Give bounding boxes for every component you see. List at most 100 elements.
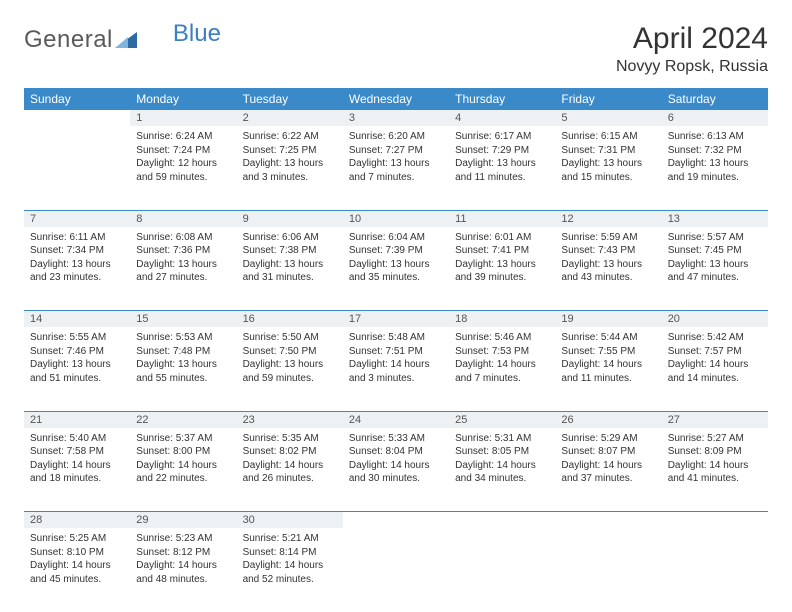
day-number: 16: [237, 311, 343, 327]
sunset-line: Sunset: 7:39 PM: [349, 244, 443, 258]
day-number: 17: [343, 311, 449, 327]
sunset-line: Sunset: 7:27 PM: [349, 144, 443, 158]
day-number: 30: [237, 512, 343, 528]
day-cell: Sunrise: 5:27 AMSunset: 8:09 PMDaylight:…: [662, 428, 768, 512]
day-cell: Sunrise: 6:13 AMSunset: 7:32 PMDaylight:…: [662, 126, 768, 210]
daynum-cell: 10: [343, 210, 449, 227]
day-content: Sunrise: 5:35 AMSunset: 8:02 PMDaylight:…: [237, 428, 343, 496]
day-number: 18: [449, 311, 555, 327]
sunrise-line: Sunrise: 5:55 AM: [30, 331, 124, 345]
sunrise-line: Sunrise: 6:15 AM: [561, 130, 655, 144]
daylight-line: Daylight: 13 hours and 3 minutes.: [243, 157, 337, 184]
daynum-cell: 27: [662, 411, 768, 428]
day-cell: [24, 126, 130, 210]
day-number: 11: [449, 211, 555, 227]
daylight-line: Daylight: 14 hours and 22 minutes.: [136, 459, 230, 486]
day-number: 26: [555, 412, 661, 428]
day-number: [555, 512, 661, 528]
day-number: 20: [662, 311, 768, 327]
daylight-line: Daylight: 13 hours and 59 minutes.: [243, 358, 337, 385]
day-number: [449, 512, 555, 528]
day-cell: [449, 528, 555, 612]
daynum-cell: 28: [24, 512, 130, 529]
day-number: 19: [555, 311, 661, 327]
sunset-line: Sunset: 7:31 PM: [561, 144, 655, 158]
day-number: [662, 512, 768, 528]
sunset-line: Sunset: 7:32 PM: [668, 144, 762, 158]
daynum-cell: 12: [555, 210, 661, 227]
day-cell: Sunrise: 6:22 AMSunset: 7:25 PMDaylight:…: [237, 126, 343, 210]
day-content: Sunrise: 5:59 AMSunset: 7:43 PMDaylight:…: [555, 227, 661, 295]
daylight-line: Daylight: 13 hours and 43 minutes.: [561, 258, 655, 285]
day-cell: Sunrise: 5:44 AMSunset: 7:55 PMDaylight:…: [555, 327, 661, 411]
daylight-line: Daylight: 13 hours and 51 minutes.: [30, 358, 124, 385]
daynum-cell: 2: [237, 110, 343, 126]
day-number: 13: [662, 211, 768, 227]
day-content: Sunrise: 6:20 AMSunset: 7:27 PMDaylight:…: [343, 126, 449, 194]
day-cell: Sunrise: 6:24 AMSunset: 7:24 PMDaylight:…: [130, 126, 236, 210]
day-number: 10: [343, 211, 449, 227]
location: Novyy Ropsk, Russia: [616, 58, 768, 76]
sunset-line: Sunset: 7:57 PM: [668, 345, 762, 359]
week-row: Sunrise: 5:55 AMSunset: 7:46 PMDaylight:…: [24, 327, 768, 411]
day-number: 28: [24, 512, 130, 528]
day-cell: Sunrise: 5:46 AMSunset: 7:53 PMDaylight:…: [449, 327, 555, 411]
weekday-header: Monday: [130, 88, 236, 110]
daylight-line: Daylight: 14 hours and 26 minutes.: [243, 459, 337, 486]
daynum-cell: 5: [555, 110, 661, 126]
logo: General Blue: [24, 22, 185, 54]
day-content: Sunrise: 5:31 AMSunset: 8:05 PMDaylight:…: [449, 428, 555, 496]
sunrise-line: Sunrise: 5:42 AM: [668, 331, 762, 345]
day-cell: [662, 528, 768, 612]
sunrise-line: Sunrise: 6:24 AM: [136, 130, 230, 144]
sunrise-line: Sunrise: 5:35 AM: [243, 432, 337, 446]
daynum-cell: [24, 110, 130, 126]
day-content: Sunrise: 5:46 AMSunset: 7:53 PMDaylight:…: [449, 327, 555, 395]
day-number: 29: [130, 512, 236, 528]
sunrise-line: Sunrise: 6:22 AM: [243, 130, 337, 144]
day-cell: Sunrise: 5:21 AMSunset: 8:14 PMDaylight:…: [237, 528, 343, 612]
day-content: Sunrise: 6:24 AMSunset: 7:24 PMDaylight:…: [130, 126, 236, 194]
day-number: [24, 110, 130, 126]
day-content: Sunrise: 5:25 AMSunset: 8:10 PMDaylight:…: [24, 528, 130, 596]
sunrise-line: Sunrise: 5:50 AM: [243, 331, 337, 345]
day-content: Sunrise: 6:04 AMSunset: 7:39 PMDaylight:…: [343, 227, 449, 295]
weekday-header-row: SundayMondayTuesdayWednesdayThursdayFrid…: [24, 88, 768, 110]
daylight-line: Daylight: 14 hours and 11 minutes.: [561, 358, 655, 385]
daynum-cell: 21: [24, 411, 130, 428]
daylight-line: Daylight: 14 hours and 18 minutes.: [30, 459, 124, 486]
header: General Blue April 2024 Novyy Ropsk, Rus…: [24, 22, 768, 76]
day-number: 23: [237, 412, 343, 428]
day-number: 3: [343, 110, 449, 126]
day-cell: Sunrise: 5:37 AMSunset: 8:00 PMDaylight:…: [130, 428, 236, 512]
daynum-cell: 22: [130, 411, 236, 428]
day-number: 6: [662, 110, 768, 126]
daynum-cell: 1: [130, 110, 236, 126]
sunset-line: Sunset: 7:38 PM: [243, 244, 337, 258]
week-row: Sunrise: 5:25 AMSunset: 8:10 PMDaylight:…: [24, 528, 768, 612]
daylight-line: Daylight: 14 hours and 30 minutes.: [349, 459, 443, 486]
daylight-line: Daylight: 13 hours and 27 minutes.: [136, 258, 230, 285]
daynum-cell: 29: [130, 512, 236, 529]
day-cell: Sunrise: 5:53 AMSunset: 7:48 PMDaylight:…: [130, 327, 236, 411]
daynum-row: 78910111213: [24, 210, 768, 227]
day-cell: Sunrise: 5:29 AMSunset: 8:07 PMDaylight:…: [555, 428, 661, 512]
daynum-cell: 17: [343, 311, 449, 328]
daylight-line: Daylight: 13 hours and 7 minutes.: [349, 157, 443, 184]
daylight-line: Daylight: 14 hours and 48 minutes.: [136, 559, 230, 586]
day-content: Sunrise: 5:23 AMSunset: 8:12 PMDaylight:…: [130, 528, 236, 596]
day-cell: Sunrise: 5:23 AMSunset: 8:12 PMDaylight:…: [130, 528, 236, 612]
sunrise-line: Sunrise: 5:21 AM: [243, 532, 337, 546]
sunrise-line: Sunrise: 6:06 AM: [243, 231, 337, 245]
day-cell: Sunrise: 6:20 AMSunset: 7:27 PMDaylight:…: [343, 126, 449, 210]
day-number: 14: [24, 311, 130, 327]
day-content: Sunrise: 6:13 AMSunset: 7:32 PMDaylight:…: [662, 126, 768, 194]
day-content: Sunrise: 5:55 AMSunset: 7:46 PMDaylight:…: [24, 327, 130, 395]
day-number: 9: [237, 211, 343, 227]
day-cell: Sunrise: 5:25 AMSunset: 8:10 PMDaylight:…: [24, 528, 130, 612]
daynum-cell: 24: [343, 411, 449, 428]
day-cell: [555, 528, 661, 612]
sunrise-line: Sunrise: 5:29 AM: [561, 432, 655, 446]
day-content: Sunrise: 6:15 AMSunset: 7:31 PMDaylight:…: [555, 126, 661, 194]
week-row: Sunrise: 5:40 AMSunset: 7:58 PMDaylight:…: [24, 428, 768, 512]
